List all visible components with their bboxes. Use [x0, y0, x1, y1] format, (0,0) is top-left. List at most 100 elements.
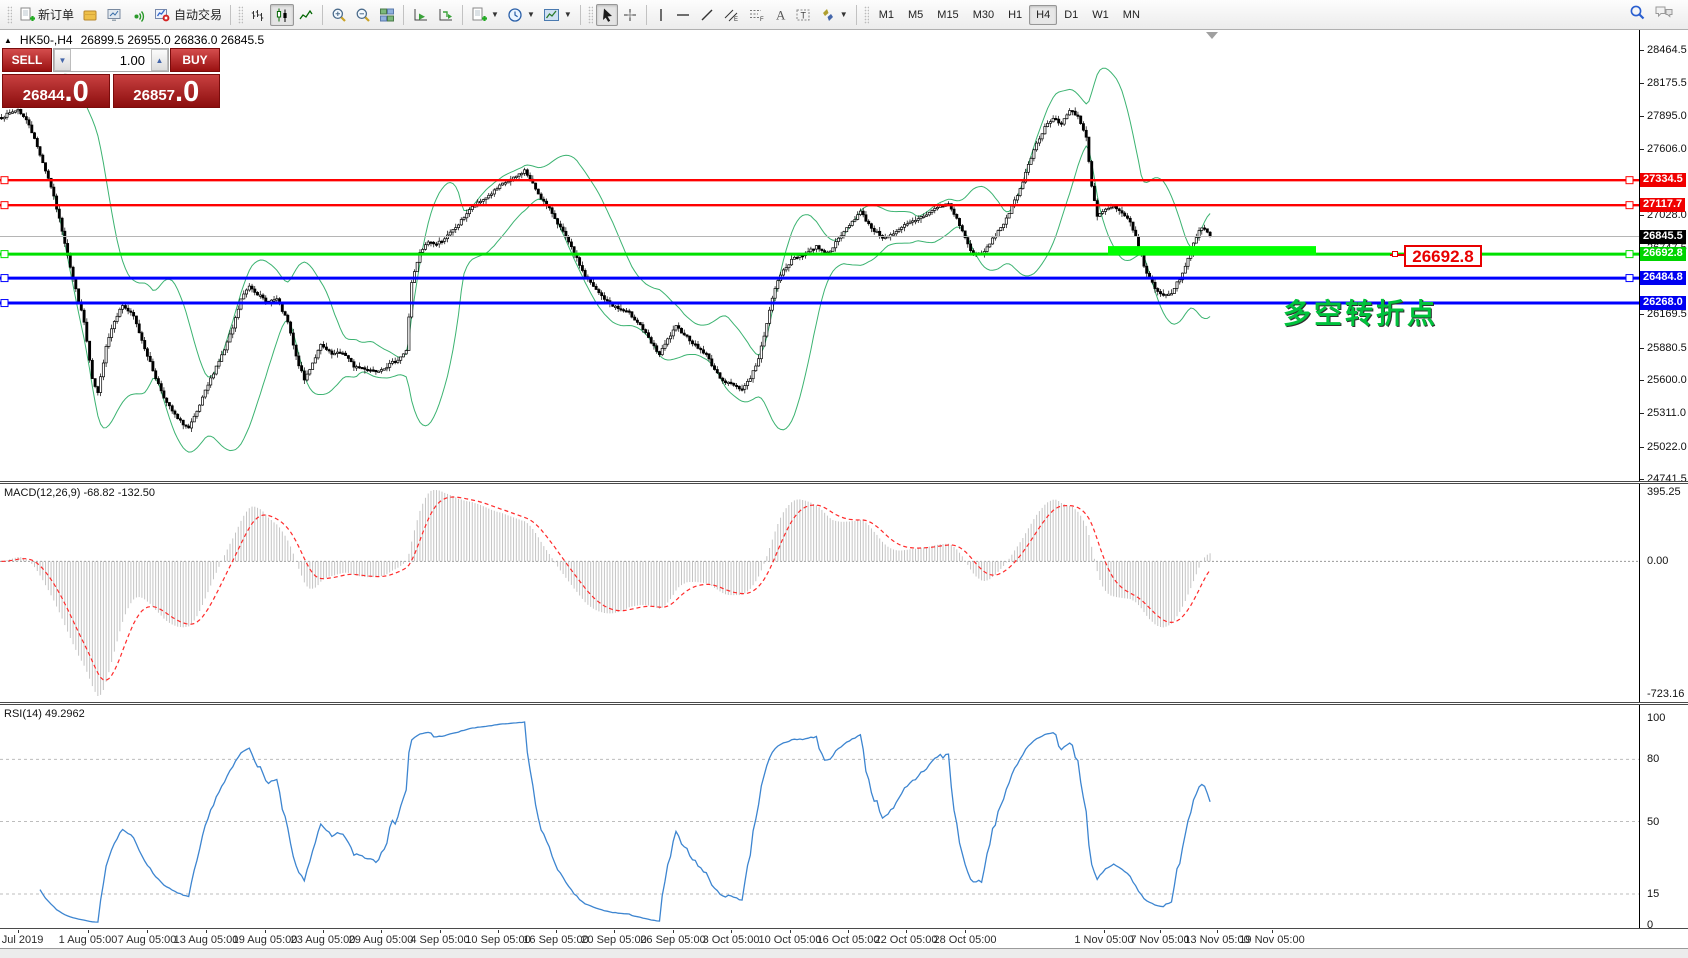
timeframe-d1-button[interactable]: D1 [1057, 5, 1085, 25]
price-axis[interactable]: 28464.528175.527895.027606.027028.026747… [1639, 30, 1688, 485]
candlestick-chart[interactable] [0, 30, 1639, 481]
time-axis-tick [381, 930, 382, 933]
line-handle[interactable] [1625, 250, 1634, 259]
axis-tick [1640, 50, 1644, 51]
timeframe-m15-button[interactable]: M15 [930, 5, 965, 25]
line-handle[interactable] [0, 176, 9, 185]
axis-tick-label: 27895.0 [1647, 109, 1687, 122]
time-axis-tick [673, 930, 674, 933]
timeframe-m30-button[interactable]: M30 [966, 5, 1001, 25]
chevron-down-icon: ▼ [563, 10, 572, 19]
sell-button[interactable]: SELL [2, 48, 52, 72]
crosshair-button[interactable] [618, 4, 642, 26]
equidistant-channel-button[interactable]: E [719, 4, 744, 26]
vertical-line-button[interactable] [651, 4, 671, 26]
bar-chart-icon [250, 7, 266, 23]
rsi-axis-label: 15 [1647, 887, 1660, 900]
buy-button[interactable]: BUY [170, 48, 220, 72]
search-icon[interactable] [1629, 4, 1646, 26]
text-button[interactable]: A [769, 4, 791, 26]
zoom-in-button[interactable] [327, 4, 351, 26]
auto-scroll-button[interactable] [408, 4, 433, 26]
timeframe-m1-button[interactable]: M1 [872, 5, 901, 25]
macd-pane[interactable]: MACD(12,26,9) -68.82 -132.50 395.25 0.00 -… [0, 484, 1688, 702]
toolbar-separator [579, 4, 581, 25]
chart-shift-button[interactable] [433, 4, 458, 26]
community-chat-icon[interactable] [1654, 4, 1674, 25]
volume-increase-button[interactable]: ▲ [151, 49, 168, 71]
toolbar-grip[interactable] [863, 5, 869, 24]
market-watch-button[interactable] [78, 4, 102, 26]
indicators-button[interactable]: ▼ [467, 4, 503, 26]
trendline-button[interactable] [695, 4, 719, 26]
chart-annotation-text[interactable]: 多空转折点 [1283, 298, 1439, 329]
toolbar-grip[interactable] [7, 5, 12, 24]
signals-button[interactable] [126, 4, 150, 26]
main-chart-pane[interactable]: ▲ HK50-,H4 26899.5 26955.0 26836.0 26845… [0, 30, 1688, 485]
buy-price-panel[interactable]: 26857 .0 [112, 74, 220, 108]
line-handle[interactable] [0, 274, 9, 283]
collapse-arrow-icon[interactable]: ▲ [4, 35, 12, 45]
macd-chart [0, 490, 1639, 696]
line-handle[interactable] [1625, 176, 1634, 185]
sell-price-panel[interactable]: 26844 .0 [2, 74, 110, 108]
cursor-button[interactable] [595, 3, 618, 26]
line-handle[interactable] [0, 299, 9, 308]
chart-shift-marker[interactable] [1206, 32, 1218, 39]
auto-trading-button[interactable]: 自动交易 [150, 3, 226, 26]
time-axis-label: 13 Aug 05:00 [173, 934, 239, 946]
volume-decrease-button[interactable]: ▼ [54, 49, 71, 71]
arrows-button[interactable]: ▼ [816, 4, 852, 26]
top-toolbar: 新订单 自动交易 ▼ [0, 0, 1688, 30]
line-chart-button[interactable] [294, 4, 318, 26]
bid-price-pips: .0 [64, 76, 89, 108]
toolbar-grip[interactable] [238, 5, 244, 24]
toolbar-separator [322, 4, 324, 25]
timeframe-h4-button[interactable]: H4 [1029, 4, 1058, 25]
time-axis-tick [147, 930, 148, 933]
line-handle[interactable] [0, 201, 9, 210]
new-order-button[interactable]: 新订单 [15, 3, 78, 26]
rsi-axis[interactable]: 100 80 50 15 0 [1639, 705, 1688, 931]
toolbar-grip[interactable] [587, 5, 593, 24]
timeframe-h1-button[interactable]: H1 [1001, 5, 1029, 25]
text-label-button[interactable]: T [791, 4, 816, 26]
fibonacci-icon: F [748, 7, 765, 23]
time-axis-label: 23 Aug 05:00 [290, 934, 356, 946]
line-handle[interactable] [1625, 274, 1634, 283]
axis-tick-label: 28175.5 [1647, 77, 1687, 90]
line-handle[interactable] [0, 250, 9, 259]
tile-windows-button[interactable] [375, 4, 399, 26]
ask-price-main: 26857 [133, 87, 176, 104]
terminal-button[interactable] [102, 4, 126, 26]
price-box-label[interactable]: 26692.8 [1404, 245, 1482, 267]
axis-tick [1640, 115, 1644, 117]
pane-separator[interactable] [0, 481, 1688, 484]
horizontal-line-button[interactable] [671, 4, 695, 26]
toolbar-separator [403, 4, 405, 25]
zoom-out-button[interactable] [351, 4, 375, 26]
templates-button[interactable]: ▼ [539, 4, 576, 26]
timeframe-m5-button[interactable]: M5 [901, 5, 930, 25]
time-axis-label: 20 Sep 05:00 [581, 934, 647, 946]
time-axis-label: 10 Oct 05:00 [758, 934, 822, 946]
periods-button[interactable]: ▼ [503, 4, 539, 26]
line-handle[interactable] [1625, 201, 1634, 210]
fibonacci-button[interactable]: F [744, 4, 769, 26]
volume-control: ▼ ▲ [53, 48, 169, 72]
timeframe-w1-button[interactable]: W1 [1085, 5, 1116, 25]
macd-axis-label: -723.16 [1647, 688, 1685, 700]
time-axis-tick [790, 930, 791, 933]
svg-text:F: F [760, 17, 764, 23]
price-box-handle[interactable] [1392, 251, 1398, 257]
rsi-pane[interactable]: RSI(14) 49.2962 100 80 50 15 0 [0, 705, 1688, 931]
timeframe-mn-button[interactable]: MN [1116, 5, 1147, 25]
candlestick-chart-button[interactable] [270, 3, 295, 26]
volume-input[interactable] [71, 49, 151, 71]
macd-axis[interactable]: 395.25 0.00 -723.16 [1639, 484, 1688, 702]
time-axis-label: 16 Sep 05:00 [523, 934, 589, 946]
bar-chart-button[interactable] [246, 4, 270, 26]
pane-separator[interactable] [0, 702, 1688, 705]
highlight-segment[interactable] [1108, 246, 1316, 256]
